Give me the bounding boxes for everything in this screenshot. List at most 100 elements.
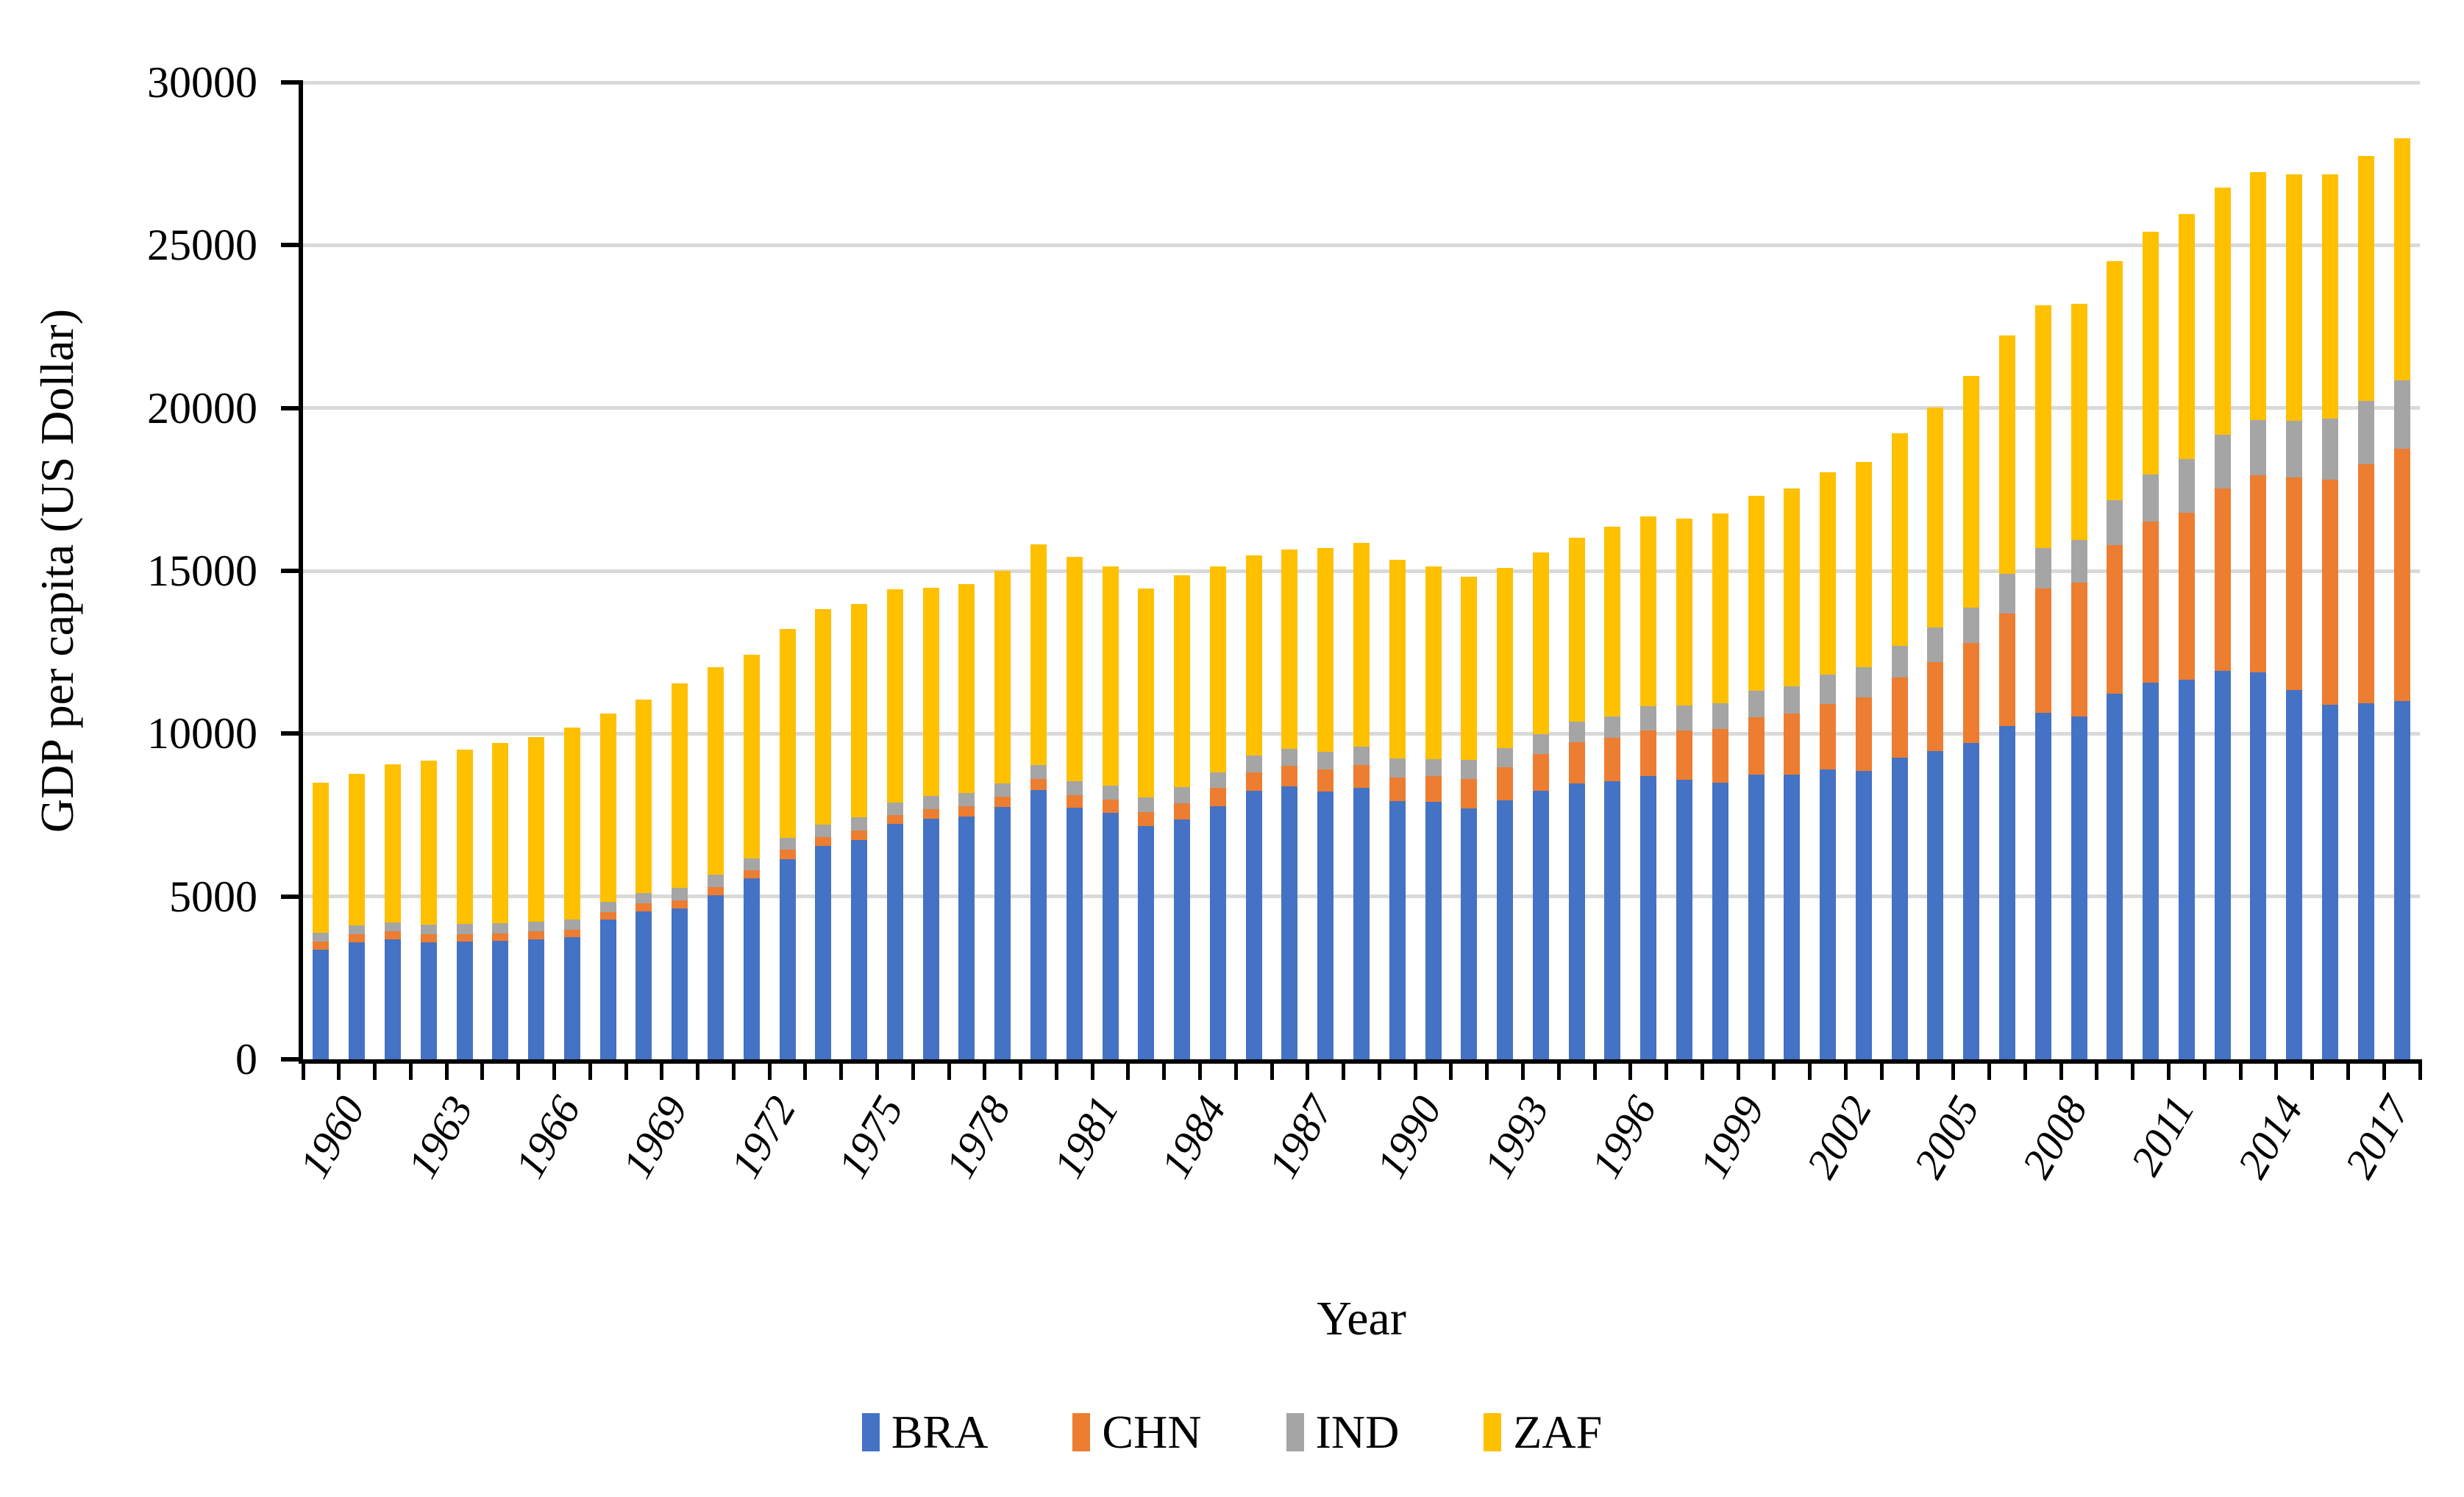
bar-1969-CHN (635, 903, 652, 911)
bar-1974-BRA (815, 846, 832, 1059)
bar-2007-IND (1999, 574, 2016, 614)
bar-1963-ZAF (420, 760, 437, 925)
bar-1964-BRA (456, 942, 473, 1059)
bar-1972-ZAF (743, 654, 760, 859)
y-tick-mark-20000 (281, 405, 303, 410)
bar-2003-BRA (1855, 770, 1872, 1059)
bar-2016-CHN (2322, 480, 2339, 705)
x-tick-label-2017: 2017 (2335, 1088, 2420, 1186)
bar-1986-ZAF (1245, 555, 1262, 756)
bar-2008-IND (2034, 548, 2051, 589)
x-tick-mark (624, 1059, 628, 1080)
y-tick-label-15000: 15000 (147, 547, 257, 595)
bar-2015-IND (2286, 421, 2303, 477)
bar-2004-IND (1891, 646, 1908, 678)
bar-1998-ZAF (1676, 518, 1693, 705)
y-tick-label-25000: 25000 (147, 221, 257, 270)
bar-2005-CHN (1927, 662, 1944, 751)
bar-2018-ZAF (2393, 138, 2410, 381)
bar-2011-ZAF (2143, 231, 2159, 475)
bar-1999-BRA (1712, 783, 1728, 1059)
x-tick-mark (947, 1059, 951, 1080)
bar-1979-BRA (994, 807, 1011, 1059)
x-tick-mark (1054, 1059, 1058, 1080)
bar-1967-CHN (563, 929, 580, 938)
bar-2010-IND (2107, 500, 2123, 546)
bar-1976-ZAF (886, 589, 903, 803)
bar-1965-CHN (492, 933, 509, 942)
x-tick-mark (696, 1059, 700, 1080)
bar-1969-BRA (635, 911, 652, 1059)
x-tick-mark (731, 1059, 736, 1080)
bar-1985-ZAF (1209, 566, 1226, 772)
bar-2014-BRA (2250, 672, 2267, 1059)
bar-2006-ZAF (1963, 376, 1980, 608)
bar-2002-CHN (1820, 703, 1837, 770)
x-tick-label-2014: 2014 (2227, 1088, 2312, 1186)
bar-2001-IND (1784, 686, 1801, 714)
bar-1999-IND (1712, 703, 1728, 730)
bar-1985-CHN (1209, 788, 1226, 807)
bar-2015-CHN (2286, 477, 2303, 690)
bar-1995-ZAF (1568, 538, 1585, 722)
bar-1965-BRA (492, 941, 509, 1059)
bar-2014-ZAF (2250, 171, 2267, 421)
bar-1997-CHN (1640, 730, 1657, 777)
bar-1983-ZAF (1138, 589, 1155, 797)
bar-2010-CHN (2107, 545, 2123, 694)
bar-1967-BRA (563, 937, 580, 1059)
bar-1960-IND (313, 933, 330, 942)
bar-2010-ZAF (2107, 261, 2123, 501)
x-tick-label-1990: 1990 (1367, 1088, 1451, 1186)
y-tick-label-0: 0 (235, 1035, 257, 1084)
bar-1982-IND (1102, 785, 1119, 800)
bar-1975-CHN (851, 830, 868, 841)
bar-1991-IND (1425, 758, 1442, 777)
x-tick-mark (1413, 1059, 1417, 1080)
y-tick-mark-15000 (281, 569, 303, 573)
x-tick-label-1978: 1978 (936, 1088, 1020, 1186)
x-tick-mark (1844, 1059, 1848, 1080)
bar-1990-IND (1389, 758, 1406, 778)
legend-label-BRA: BRA (891, 1406, 989, 1458)
bar-1979-CHN (994, 797, 1011, 808)
bar-1963-BRA (420, 942, 437, 1059)
gridline-25000 (303, 243, 2420, 247)
bar-2008-BRA (2034, 712, 2051, 1059)
bar-1993-BRA (1497, 800, 1514, 1059)
bar-2005-ZAF (1927, 408, 1944, 628)
bar-1962-IND (384, 922, 401, 932)
x-tick-mark (1879, 1059, 1884, 1080)
legend-label-CHN: CHN (1102, 1406, 1202, 1458)
legend-label-IND: IND (1315, 1406, 1400, 1458)
x-tick-label-2002: 2002 (1797, 1088, 1881, 1186)
bar-1992-CHN (1461, 778, 1478, 808)
bar-2001-BRA (1784, 775, 1801, 1059)
x-tick-mark (2310, 1059, 2315, 1080)
legend-marker-BRA (861, 1413, 880, 1451)
bar-1975-ZAF (851, 604, 868, 818)
bar-1971-IND (707, 874, 724, 888)
bar-2012-ZAF (2178, 214, 2195, 460)
bar-1987-CHN (1281, 766, 1298, 787)
bar-1981-CHN (1066, 794, 1083, 808)
bar-1978-BRA (958, 816, 975, 1059)
bar-1996-ZAF (1604, 527, 1621, 717)
bar-2012-CHN (2178, 513, 2195, 680)
bar-1968-CHN (599, 911, 616, 920)
bar-1976-CHN (886, 814, 903, 824)
bar-1995-BRA (1568, 783, 1585, 1059)
bar-2016-BRA (2322, 704, 2339, 1059)
bar-1966-CHN (528, 931, 545, 940)
bar-1978-CHN (958, 806, 975, 817)
bar-2009-ZAF (2070, 304, 2087, 540)
bar-1986-CHN (1245, 772, 1262, 792)
bar-1962-BRA (384, 939, 401, 1059)
x-tick-mark (2167, 1059, 2171, 1080)
bar-1984-IND (1174, 787, 1191, 804)
bar-1960-ZAF (313, 782, 330, 934)
x-tick-mark (1915, 1059, 1920, 1080)
bar-1969-ZAF (635, 700, 652, 893)
bar-1992-ZAF (1461, 577, 1478, 760)
bar-1968-ZAF (599, 714, 616, 903)
